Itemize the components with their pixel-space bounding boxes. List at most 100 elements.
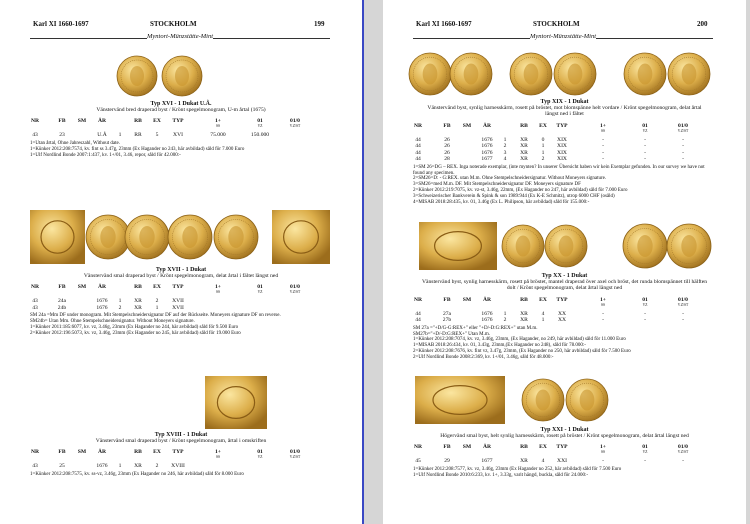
notes: 1=SM 26=DG – REX. Inga noterade exemplar… [383, 165, 746, 206]
column-header: SM [462, 444, 472, 451]
column-header: 1+ [215, 284, 221, 291]
column-header: FB [443, 122, 451, 129]
column-header: 01 [257, 449, 263, 456]
coin-relief [433, 231, 482, 261]
note: 2=Ulf Nordlind Bonde 2008:2:369, kv. 1+/… [413, 354, 554, 360]
table-cell: 2 [541, 156, 545, 163]
table-cell: 26 [444, 143, 450, 150]
table-cell: 1676 [96, 304, 108, 311]
type-caption: Typ XXI - 1 Dukat [540, 427, 589, 433]
column-header: ÅR [482, 296, 492, 303]
coin-relief [228, 226, 244, 248]
note: SM 24a =Mm DF under monogram. Mit Stempe… [30, 313, 281, 319]
table-cell: 23 [59, 132, 65, 139]
column-header: 1+ [600, 122, 606, 129]
column-header: RB [134, 118, 142, 125]
rule [596, 38, 714, 39]
column-header: 1+ [215, 118, 221, 125]
table-cell: 1677 [481, 458, 493, 465]
table-cell: - [644, 149, 646, 156]
column-header: NR [413, 296, 423, 303]
column-header: FB [58, 449, 66, 456]
note: 1=Utan årtal, Ohne Jahreszahl, Without d… [30, 140, 120, 146]
table-cell: XR [520, 149, 528, 156]
subtitle: Myntort-Münzstätte-Mint [30, 33, 331, 40]
coin-images [415, 376, 609, 424]
table-cell: 1676 [96, 463, 108, 470]
column-header: SM [77, 284, 87, 291]
note: SM27b="+D/-D:G:REX+" Utan M.m. [413, 331, 490, 337]
table-cell: - [602, 458, 604, 465]
note: 2=Künker 2012:196:5073, kv. vz, 3.46g, 2… [30, 330, 241, 336]
rule [30, 38, 147, 39]
column-header: TYP [556, 122, 568, 129]
table-cell: 1 [541, 143, 545, 150]
coin-relief [40, 220, 75, 254]
table-cell: 43 [32, 132, 38, 139]
coin-relief [130, 66, 144, 86]
table-cell: XVIII [171, 463, 185, 470]
column-header: TYP [172, 284, 184, 291]
column-subheader: SS [601, 450, 605, 455]
type-caption: Typ XIX - 1 Dukat [540, 99, 589, 105]
column-header: EX [153, 284, 161, 291]
note: 2=SM26=D: - G:REX. utan M.m. Ohne Stempe… [413, 176, 607, 182]
table-cell: XVI [173, 132, 183, 139]
notes: 1=Utan årtal, Ohne Jahreszahl, Without d… [0, 141, 362, 158]
table-cell: - [644, 310, 646, 317]
column-header: ÅR [97, 284, 107, 291]
page: Karl XI 1660-1697 STOCKHOLM 200 Myntort-Mün… [383, 0, 746, 524]
table-cell: 150.000 [250, 132, 270, 139]
column-subheader: SS [601, 302, 605, 307]
section: Typ XX - 1 Dukat Vänstervänd byst, synlig… [383, 220, 746, 361]
column-header: SM [77, 118, 87, 125]
table-cell: - [602, 317, 604, 324]
column-header: 01/0 [678, 444, 688, 451]
table-cell: XR [520, 136, 528, 143]
column-subheader: VZ [257, 455, 263, 460]
table-cell: 44 [415, 149, 421, 156]
table-cell: XR [520, 458, 528, 465]
coin-rim [671, 56, 707, 92]
coin-detail [419, 222, 497, 270]
column-subheader: SS [216, 290, 220, 295]
table-cell: - [644, 136, 646, 143]
price-table: NR FB SM ÅR RB EX TYP 1+ 01 01/0 SS VZ V.Z/ST 43 24a 16… [0, 284, 362, 313]
coin-relief [523, 63, 539, 85]
table-cell: 2 [503, 317, 507, 324]
table-cell: 26 [444, 136, 450, 143]
column-header: 01 [642, 296, 648, 303]
coin-rim [569, 382, 605, 418]
column-header: 01 [642, 122, 648, 129]
coin-relief [558, 235, 574, 257]
column-header: ÅR [97, 449, 107, 456]
coin-relief [567, 63, 583, 85]
table-cell: 2 [155, 298, 159, 305]
table-cell: 1676 [96, 298, 108, 305]
column-header: 01 [642, 444, 648, 451]
table-cell: 29 [444, 458, 450, 465]
column-header: EX [539, 122, 547, 129]
column-subheader: SS [216, 124, 220, 129]
column-header: 01 [257, 118, 263, 125]
coin-rim [129, 219, 165, 255]
type-description: Vänstervänd bred draperad byst / Krönt s… [96, 107, 266, 113]
table-cell: XIX [557, 156, 567, 163]
section: Typ XXI - 1 Dukat Högervänd smal byst, he… [383, 374, 746, 479]
table-cell: XIX [557, 149, 567, 156]
price-table: NR FB SM ÅR RB EX TYP 1+ 01 01/0 SS VZ V.Z/ST 43 25 167… [0, 449, 362, 472]
coin-relief [182, 226, 198, 248]
price-table: NR FB SM ÅR RB EX TYP 1+ 01 01/0 SS VZ V.Z/ST 45 29 167… [383, 444, 746, 467]
column-header: 01/0 [290, 118, 300, 125]
column-subheader: V.Z/ST [677, 302, 689, 307]
table-cell: 0 [541, 136, 545, 143]
note: 3=Schweizerischer Bankverein & Spink & s… [413, 193, 615, 199]
table-cell: 1676 [481, 136, 493, 143]
note: 1=Künker 2012:208:7074, kv. vz, 3.46g, 2… [413, 337, 626, 343]
coin-relief [422, 63, 438, 85]
column-header: SM [462, 296, 472, 303]
table-cell: XX [557, 317, 567, 324]
section: Typ XIX - 1 Dukat Vänstervänd byst, synli… [383, 50, 746, 205]
type-caption: Typ XVIII - 1 Dukat [154, 432, 208, 438]
